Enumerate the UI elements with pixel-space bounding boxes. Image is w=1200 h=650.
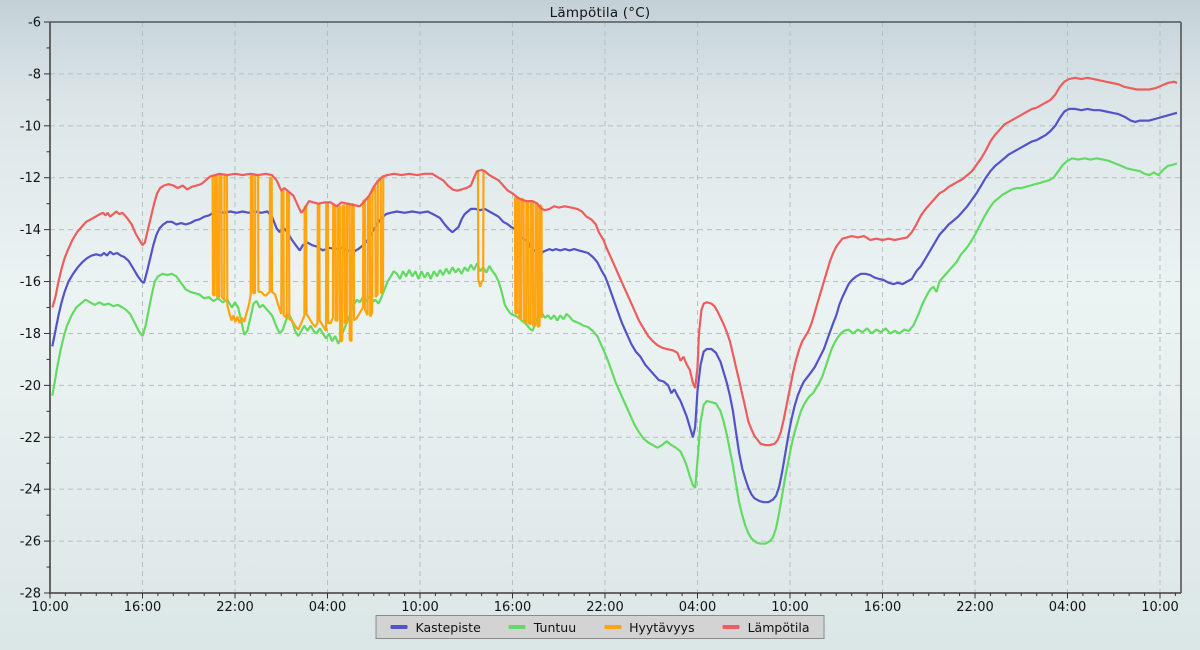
series-line-hyytävyys: [211, 171, 543, 343]
y-tick-label: -20: [20, 379, 41, 394]
series-line-tuntuu: [51, 157, 1178, 545]
y-tick-label: -8: [28, 67, 41, 82]
legend: Kastepiste Tuntuu Hyytävyys Lämpötila: [375, 615, 825, 639]
x-tick-label: 04:00: [309, 600, 346, 615]
x-tick-label: 22:00: [586, 600, 623, 615]
x-tick-label: 04:00: [679, 600, 716, 615]
legend-swatch-tuntuu: [508, 625, 526, 629]
x-tick-label: 22:00: [956, 600, 993, 615]
legend-label: Lämpötila: [747, 619, 810, 635]
x-tick-label: 10:00: [31, 600, 68, 615]
chart-title: Lämpötila (°C): [549, 5, 651, 21]
y-tick-label: -24: [20, 483, 41, 498]
x-tick-label: 10:00: [401, 600, 438, 615]
series-line-kastepiste: [51, 107, 1178, 504]
x-tick-label: 10:00: [771, 600, 808, 615]
legend-label: Hyytävyys: [629, 619, 695, 635]
legend-label: Kastepiste: [415, 619, 481, 635]
y-tick-label: -22: [20, 431, 41, 446]
y-tick-label: -16: [20, 275, 41, 290]
x-tick-label: 10:00: [1141, 600, 1178, 615]
legend-item-tuntuu[interactable]: Tuntuu: [508, 619, 577, 635]
legend-swatch-hyytävyys: [604, 625, 622, 629]
x-tick-label: 04:00: [1049, 600, 1086, 615]
legend-item-kastepiste[interactable]: Kastepiste: [390, 619, 481, 635]
y-tick-label: -18: [20, 327, 41, 342]
y-tick-label: -12: [20, 171, 41, 186]
legend-label: Tuntuu: [533, 619, 577, 635]
legend-item-hyytävyys[interactable]: Hyytävyys: [604, 619, 695, 635]
legend-swatch-lämpötila: [722, 625, 740, 629]
series-line-lämpötila: [51, 76, 1178, 447]
y-tick-label: -10: [20, 119, 41, 134]
x-tick-label: 16:00: [864, 600, 901, 615]
x-tick-label: 16:00: [124, 600, 161, 615]
x-tick-label: 16:00: [494, 600, 531, 615]
y-tick-label: -14: [20, 223, 41, 238]
y-tick-label: -6: [28, 16, 41, 31]
legend-item-lämpötila[interactable]: Lämpötila: [722, 619, 810, 635]
x-tick-label: 22:00: [216, 600, 253, 615]
y-tick-label: -26: [20, 535, 41, 550]
legend-swatch-kastepiste: [390, 625, 408, 629]
y-tick-label: -28: [20, 587, 41, 602]
